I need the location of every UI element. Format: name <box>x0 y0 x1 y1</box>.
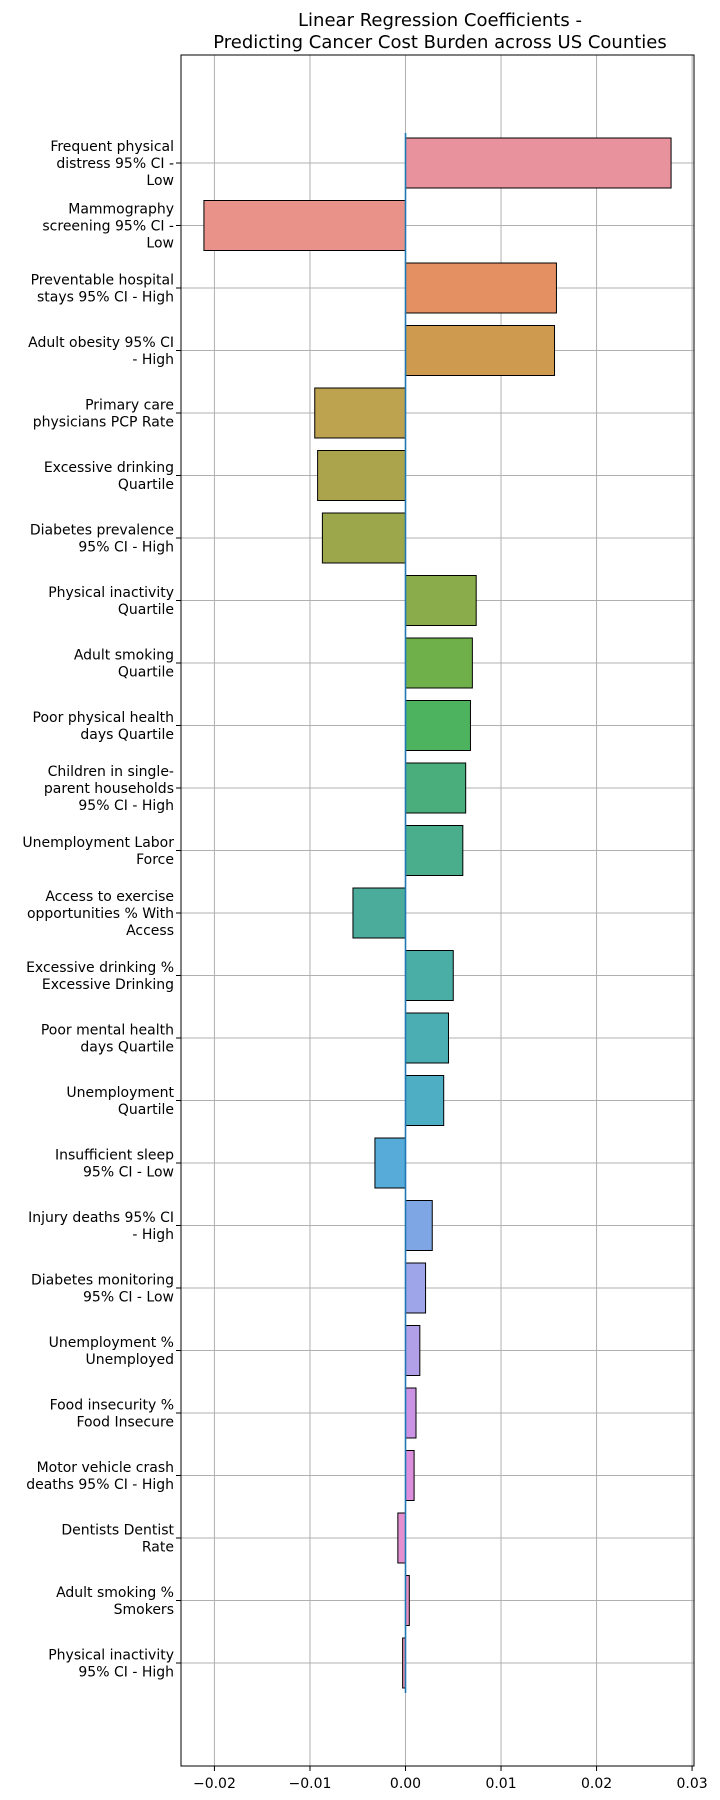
x-tick-label: 0.01 <box>485 1776 516 1792</box>
axis-layer <box>176 54 695 1771</box>
bar-layer <box>203 137 672 1689</box>
bar <box>404 262 557 314</box>
chart-title-line-2: Predicting Cancer Cost Burden across US … <box>213 32 667 53</box>
category-label: Adult smoking % Smokers <box>56 1585 174 1618</box>
bar <box>404 1262 427 1314</box>
category-label: Physical inactivity 95% CI - High <box>48 1648 174 1681</box>
category-label: Food insecurity % Food Insecure <box>50 1398 174 1431</box>
label-layer: −0.02 −0.01 0.00 0.01 0.02 0.03 Frequent physi… <box>22 139 707 1792</box>
category-label: Unemployment % Unemployed <box>49 1335 174 1368</box>
x-tick-label: −0.02 <box>193 1776 236 1792</box>
category-label: Unemployment Labor Force <box>22 835 174 868</box>
bar <box>404 1325 421 1376</box>
bar <box>317 450 406 501</box>
bar <box>203 200 406 251</box>
category-label: Poor physical health days Quartile <box>33 710 174 743</box>
category-label: Dentists Dentist Rate <box>61 1523 174 1556</box>
category-label: Poor mental health days Quartile <box>41 1023 174 1056</box>
bar <box>352 887 406 939</box>
category-label: Adult smoking Quartile <box>74 648 174 681</box>
bar <box>404 137 672 189</box>
bar <box>404 1012 449 1064</box>
category-label: Preventable hospital stays 95% CI - High <box>31 273 174 306</box>
category-label: Children in single-parent households 95% … <box>44 764 174 814</box>
x-tick-label: 0.03 <box>677 1776 708 1792</box>
bar <box>374 1137 406 1189</box>
category-label: Insufficient sleep 95% CI - Low <box>55 1148 174 1181</box>
category-label: Diabetes prevalence 95% CI - High <box>30 523 174 556</box>
bar <box>404 575 477 626</box>
x-tick-label: −0.01 <box>289 1776 332 1792</box>
category-label: Motor vehicle crash deaths 95% CI - High <box>26 1460 174 1493</box>
bar <box>404 950 454 1001</box>
bar <box>321 512 406 564</box>
bar <box>404 825 464 876</box>
category-label: Diabetes monitoring 95% CI - Low <box>31 1273 174 1306</box>
plot-frame <box>180 54 695 1767</box>
chart-title: Linear Regression Coefficients - Predict… <box>213 10 667 53</box>
bar <box>404 762 467 814</box>
bar <box>397 1512 406 1564</box>
category-label: Access to exercise opportunities % With Ac… <box>27 889 174 939</box>
bar <box>404 1387 417 1439</box>
bar <box>314 387 406 439</box>
category-label: Excessive drinking Quartile <box>44 460 174 493</box>
category-label: Adult obesity 95% CI - High <box>28 335 174 368</box>
category-label: Primary care physicians PCP Rate <box>33 398 174 431</box>
category-label: Physical inactivity Quartile <box>48 585 174 618</box>
category-label: Excessive drinking % Excessive Drinking <box>26 960 174 993</box>
bar <box>404 1200 433 1251</box>
category-label: Unemployment Quartile <box>66 1085 174 1118</box>
x-tick-label: 0.00 <box>390 1776 421 1792</box>
chart-title-line-1: Linear Regression Coefficients - <box>298 10 582 31</box>
category-label: Injury deaths 95% CI - High <box>28 1210 174 1243</box>
x-tick-label: 0.02 <box>581 1776 612 1792</box>
bar <box>404 700 471 751</box>
bar <box>404 637 473 689</box>
bar <box>404 1450 415 1501</box>
category-label: Frequent physical distress 95% CI -Low <box>50 139 174 189</box>
bar <box>404 325 556 376</box>
category-label: Mammography screening 95% CI -Low <box>42 202 174 252</box>
bar <box>404 1075 445 1126</box>
